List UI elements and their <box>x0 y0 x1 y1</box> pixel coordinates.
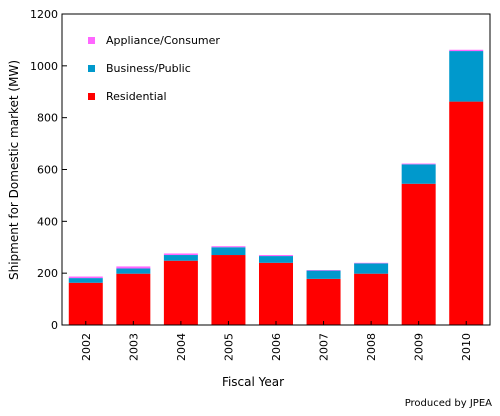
bar-appliance-consumer-2008 <box>354 262 389 264</box>
bar-appliance-consumer-2010 <box>449 49 484 52</box>
x-tick-label: 2005 <box>222 333 235 361</box>
bar-appliance-consumer-2006 <box>259 255 293 257</box>
bar-business-public-2006 <box>259 256 293 263</box>
x-axis: 2002 2003 2004 2005 2006 2007 2008 2009 2010 <box>80 321 473 361</box>
bar-business-public-2007 <box>306 270 341 279</box>
legend: Appliance/Consumer Business/Public Residen… <box>88 34 220 103</box>
bar-appliance-consumer-2007 <box>306 270 341 271</box>
y-tick-label: 1000 <box>30 60 58 73</box>
bar-residential-2006 <box>259 262 293 325</box>
legend-swatch-business-public <box>88 65 95 72</box>
bar-residential-2007 <box>306 278 341 325</box>
x-tick-label: 2007 <box>318 333 331 361</box>
bar-appliance-consumer-2002 <box>68 276 103 279</box>
bar-business-public-2005 <box>211 247 246 256</box>
bar-business-public-2004 <box>163 255 198 261</box>
y-axis: 0 200 400 600 800 1000 1200 <box>30 8 67 332</box>
bar-residential-2002 <box>68 282 103 325</box>
bar-residential-2003 <box>116 273 151 325</box>
y-tick-label: 400 <box>37 215 58 228</box>
x-tick-label: 2009 <box>413 333 426 361</box>
x-tick-label: 2010 <box>460 333 473 361</box>
bar-business-public-2009 <box>401 164 436 184</box>
legend-label-residential: Residential <box>106 90 167 103</box>
y-axis-title: Shipment for Domestic market (MW) <box>7 60 21 280</box>
legend-label-appliance-consumer: Appliance/Consumer <box>106 34 220 47</box>
legend-swatch-appliance-consumer <box>88 37 95 44</box>
bar-residential-2009 <box>401 183 436 325</box>
x-tick-label: 2008 <box>365 333 378 361</box>
bar-business-public-2010 <box>449 51 484 102</box>
credit-text: Produced by JPEA <box>405 398 492 409</box>
legend-label-business-public: Business/Public <box>106 62 191 75</box>
bar-residential-2005 <box>211 255 246 325</box>
x-axis-title: Fiscal Year <box>222 375 284 389</box>
x-tick-label: 2004 <box>175 333 188 361</box>
bar-appliance-consumer-2009 <box>401 163 436 165</box>
bars-layer <box>68 49 484 326</box>
bar-business-public-2008 <box>354 263 389 274</box>
y-tick-label: 600 <box>37 164 58 177</box>
x-tick-label: 2002 <box>80 333 93 361</box>
y-tick-label: 0 <box>51 319 58 332</box>
bar-appliance-consumer-2005 <box>211 246 246 248</box>
bar-appliance-consumer-2004 <box>163 253 198 256</box>
y-tick-label: 200 <box>37 267 58 280</box>
y-tick-label: 800 <box>37 112 58 125</box>
bar-appliance-consumer-2003 <box>116 266 151 269</box>
bar-residential-2008 <box>354 273 389 325</box>
bar-residential-2010 <box>449 101 484 326</box>
x-tick-label: 2003 <box>127 333 140 361</box>
legend-swatch-residential <box>88 93 95 100</box>
bar-business-public-2003 <box>116 268 151 274</box>
y-tick-label: 1200 <box>30 8 58 21</box>
x-tick-label: 2006 <box>270 333 283 361</box>
bar-business-public-2002 <box>68 278 103 283</box>
bar-residential-2004 <box>163 260 198 325</box>
